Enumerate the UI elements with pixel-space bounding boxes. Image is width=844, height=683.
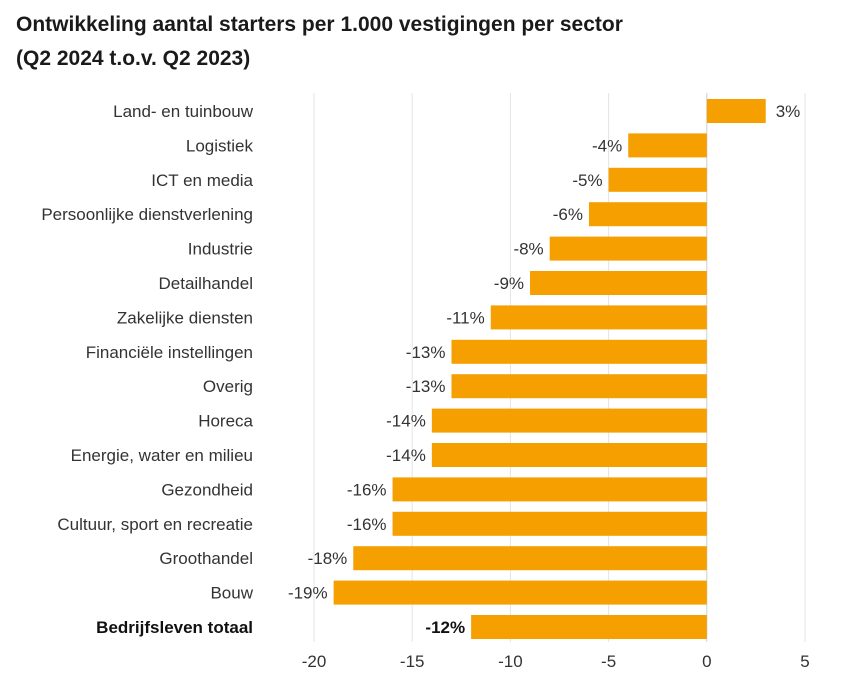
category-label-bouw: Bouw	[210, 584, 253, 603]
bars	[333, 99, 766, 639]
x-tick-label: -10	[498, 652, 523, 671]
value-label-bedrijfsleven-totaal: -12%	[425, 618, 465, 637]
x-axis: -20 -15 -10 -5 0 5	[302, 652, 810, 671]
bar-energie-water-en-milieu	[431, 443, 707, 467]
value-label-detailhandel: -9%	[494, 274, 524, 293]
value-label-persoonlijke-dienstverlening: -6%	[553, 205, 583, 224]
bar-bouw	[333, 580, 707, 605]
category-label-energie-water-en-milieu: Energie, water en milieu	[71, 446, 253, 465]
bar-gezondheid	[392, 477, 707, 502]
labels: Land- en tuinbouw 3% Logistiek -4% ICT en me…	[41, 102, 800, 637]
bar-industrie	[549, 236, 707, 261]
bar-ict-en-media	[608, 167, 707, 192]
x-tick-label: -5	[601, 652, 616, 671]
x-tick-label: 5	[800, 652, 809, 671]
category-label-horeca: Horeca	[198, 412, 253, 431]
value-label-overig: -13%	[406, 377, 446, 396]
bar-overig	[451, 374, 707, 399]
chart-title-block: Ontwikkeling aantal starters per 1.000 v…	[16, 8, 836, 76]
value-label-energie-water-en-milieu: -14%	[386, 446, 426, 465]
bar-persoonlijke-dienstverlening	[588, 202, 707, 227]
category-label-zakelijke-diensten: Zakelijke diensten	[117, 308, 253, 327]
bar-groothandel	[353, 546, 707, 571]
bar-cultuur-sport-en-recreatie	[392, 511, 707, 536]
value-label-ict-en-media: -5%	[572, 171, 602, 190]
x-tick-label: 0	[702, 652, 711, 671]
category-label-detailhandel: Detailhandel	[158, 274, 253, 293]
x-tick-label: -20	[302, 652, 327, 671]
value-label-horeca: -14%	[386, 412, 426, 431]
category-label-financiele-instellingen: Financiële instellingen	[86, 343, 253, 362]
bar-logistiek	[628, 133, 707, 158]
x-tick-label: -15	[400, 652, 425, 671]
value-label-gezondheid: -16%	[347, 480, 387, 499]
value-label-logistiek: -4%	[592, 136, 622, 155]
value-label-cultuur-sport-en-recreatie: -16%	[347, 515, 387, 534]
category-label-ict-en-media: ICT en media	[151, 171, 253, 190]
value-label-financiele-instellingen: -13%	[406, 343, 446, 362]
value-label-zakelijke-diensten: -11%	[446, 308, 484, 327]
chart-title: Ontwikkeling aantal starters per 1.000 v…	[16, 13, 623, 36]
category-label-land-en-tuinbouw: Land- en tuinbouw	[113, 102, 254, 121]
value-label-bouw: -19%	[288, 584, 328, 603]
bar-zakelijke-diensten	[490, 305, 707, 330]
bar-bedrijfsleven-totaal	[471, 615, 707, 639]
category-label-persoonlijke-dienstverlening: Persoonlijke dienstverlening	[41, 205, 253, 224]
bar-financiele-instellingen	[451, 339, 707, 364]
category-label-overig: Overig	[203, 377, 253, 396]
bar-land-en-tuinbouw	[706, 99, 766, 123]
bar-detailhandel	[530, 271, 707, 295]
chart-subtitle: (Q2 2024 t.o.v. Q2 2023)	[16, 47, 251, 70]
value-label-industrie: -8%	[513, 240, 543, 259]
category-label-gezondheid: Gezondheid	[161, 480, 253, 499]
category-label-cultuur-sport-en-recreatie: Cultuur, sport en recreatie	[57, 515, 253, 534]
category-label-industrie: Industrie	[188, 240, 253, 259]
category-label-groothandel: Groothandel	[159, 549, 253, 568]
category-label-logistiek: Logistiek	[186, 136, 254, 155]
category-label-bedrijfsleven-totaal: Bedrijfsleven totaal	[96, 618, 253, 637]
value-label-groothandel: -18%	[308, 549, 348, 568]
bar-horeca	[431, 408, 707, 433]
value-label-land-en-tuinbouw: 3%	[776, 102, 801, 121]
